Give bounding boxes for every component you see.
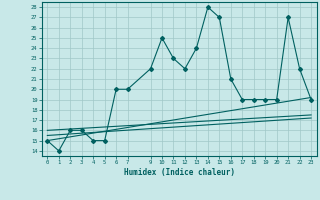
X-axis label: Humidex (Indice chaleur): Humidex (Indice chaleur) [124, 168, 235, 177]
